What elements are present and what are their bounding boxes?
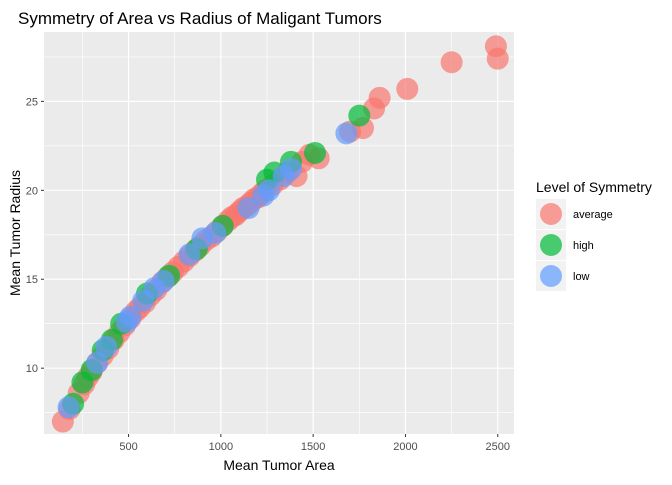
data-point-low bbox=[152, 270, 175, 293]
data-point-low bbox=[57, 396, 80, 419]
data-point-low bbox=[119, 305, 142, 328]
legend-key-low bbox=[540, 265, 562, 287]
points-layer bbox=[51, 35, 509, 433]
data-point-low bbox=[95, 335, 118, 358]
chart-title: Symmetry of Area vs Radius of Maligant T… bbox=[18, 9, 382, 28]
y-tick-label: 15 bbox=[26, 274, 38, 286]
y-tick-label: 25 bbox=[26, 96, 38, 108]
legend-key-high bbox=[540, 234, 562, 256]
x-tick-label: 1000 bbox=[209, 441, 233, 453]
legend-keys: average high low bbox=[536, 199, 613, 291]
legend-label-high: high bbox=[573, 240, 594, 252]
legend-label-low: low bbox=[573, 271, 590, 283]
y-tick-label: 20 bbox=[26, 185, 38, 197]
data-point-high bbox=[348, 104, 371, 127]
x-tick-label: 2500 bbox=[486, 441, 510, 453]
legend-title: Level of Symmetry bbox=[536, 179, 652, 195]
x-tick-label: 1500 bbox=[301, 441, 325, 453]
y-axis-title: Mean Tumor Radius bbox=[7, 170, 23, 296]
x-axis-title: Mean Tumor Area bbox=[223, 457, 334, 473]
legend: Level of Symmetry average high low bbox=[536, 179, 652, 291]
y-tick-label: 10 bbox=[26, 363, 38, 375]
x-axis: 500 1000 1500 2000 2500 bbox=[119, 434, 510, 453]
plot-panel bbox=[44, 32, 514, 434]
legend-label-average: average bbox=[573, 209, 613, 221]
data-point-average bbox=[440, 51, 463, 74]
data-point-average bbox=[368, 86, 391, 109]
x-tick-label: 2000 bbox=[393, 441, 417, 453]
data-point-low bbox=[257, 179, 280, 202]
data-point-low bbox=[86, 351, 109, 374]
data-point-low bbox=[204, 222, 227, 244]
data-point-low bbox=[178, 243, 201, 266]
data-point-average bbox=[396, 77, 419, 100]
data-point-low bbox=[237, 197, 260, 220]
y-axis: 10 15 20 25 bbox=[26, 96, 44, 375]
data-point-high bbox=[303, 141, 326, 164]
x-tick-label: 500 bbox=[119, 441, 137, 453]
data-point-average bbox=[486, 47, 509, 70]
data-point-low bbox=[279, 157, 302, 180]
legend-key-average bbox=[540, 203, 562, 225]
data-point-low bbox=[335, 122, 358, 145]
